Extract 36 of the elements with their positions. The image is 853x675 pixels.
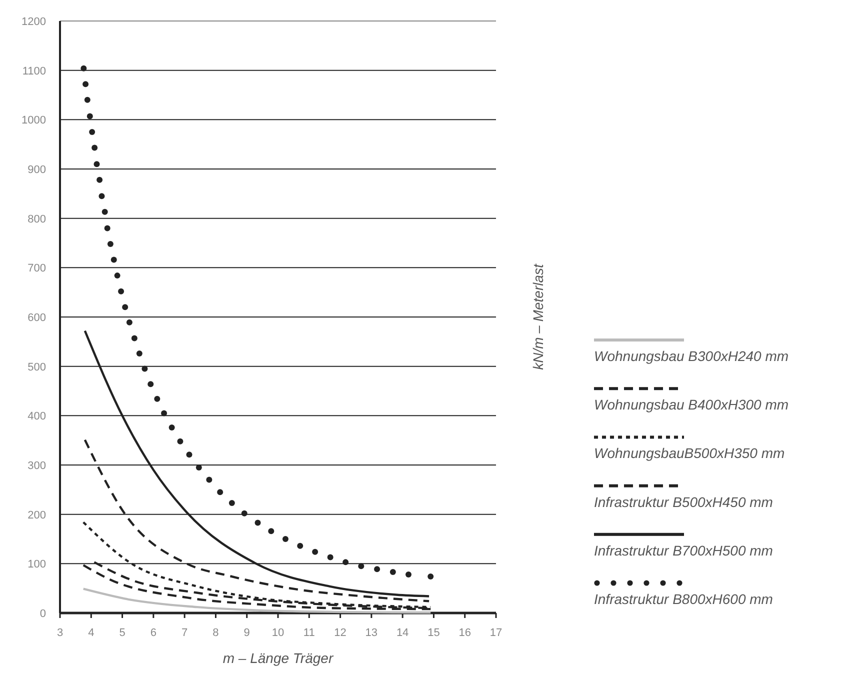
x-tick-label: 14 [396, 627, 409, 639]
x-tick-label: 6 [150, 627, 156, 639]
x-tick-label: 16 [458, 627, 471, 639]
x-tick-label: 3 [56, 627, 64, 639]
y-tick-label: 500 [28, 361, 46, 374]
y-tick-label: 300 [28, 460, 46, 472]
y-tick-label: 100 [28, 558, 46, 571]
legend-label: WohnungsbauB500xH350 mm [594, 445, 786, 462]
x-tick-label: 11 [303, 627, 315, 639]
x-tick-label: 13 [365, 627, 378, 639]
x-tick-label: 4 [88, 627, 94, 639]
y-tick-label: 1100 [22, 65, 46, 78]
y-tick-label: 800 [28, 213, 46, 226]
y-axis-title: kN/m – Meterlast [530, 262, 546, 370]
x-tick-label: 8 [212, 627, 219, 639]
y-tick-label: 1000 [22, 114, 46, 127]
x-tick-label: 5 [119, 627, 126, 639]
y-tick-label: 400 [28, 410, 46, 423]
x-tick-label: 7 [182, 627, 188, 639]
y-tick-label: 600 [28, 312, 46, 324]
y-tick-label: 700 [28, 262, 46, 275]
x-tick-label: 9 [244, 627, 250, 639]
y-tick-label: 900 [28, 164, 46, 176]
y-tick-label: 200 [28, 509, 46, 522]
legend-label: Infrastruktur B500xH450 mm [594, 494, 774, 510]
x-axis-title: m – Länge Träger [222, 650, 334, 666]
y-tick-label: 0 [40, 608, 46, 620]
x-tick-label: 12 [334, 627, 346, 639]
y-tick-label: 1200 [22, 16, 46, 28]
legend-label: Infrastruktur B700xH500 mm [594, 542, 774, 558]
x-tick-label: 15 [428, 627, 440, 639]
legend-label: Infrastruktur B800xH600 mm [594, 591, 774, 607]
x-tick-label: 17 [490, 627, 502, 639]
x-tick-label: 10 [272, 627, 284, 639]
legend-label: Wohnungsbau B400xH300 mm [594, 396, 789, 413]
legend-label: Wohnungsbau B300xH240 mm [594, 348, 789, 364]
